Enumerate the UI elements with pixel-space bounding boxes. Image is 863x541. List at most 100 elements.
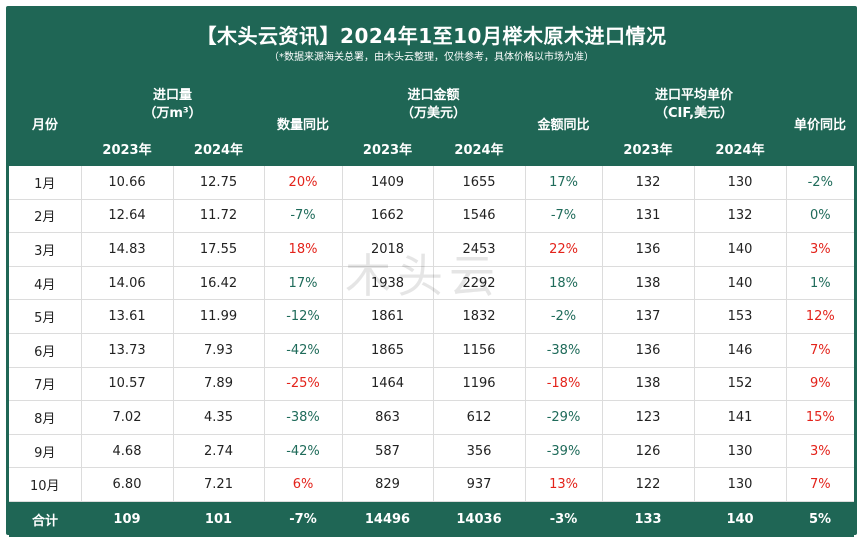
cell-amount-2024: 937	[433, 467, 526, 502]
cell-volume-2023: 14.06	[81, 266, 174, 301]
header-amount-yoy: 金额同比	[537, 117, 590, 133]
cell-volume-yoy: -38%	[264, 400, 343, 435]
cell-price-2023: 136	[602, 232, 695, 267]
cell-volume-2024: 7.89	[173, 367, 265, 402]
cell-price-yoy: 15%	[786, 400, 855, 435]
cell-price-2023: 122	[602, 467, 695, 502]
cell-price-yoy: 12%	[786, 299, 855, 334]
cell-price-2024: 152	[694, 367, 787, 402]
cell-amount-yoy: 13%	[525, 467, 603, 502]
cell-amount-yoy: -39%	[525, 434, 603, 469]
cell-amount-yoy: 22%	[525, 232, 603, 267]
cell-volume-2023: 13.73	[81, 333, 174, 368]
cell-amount-2023: 863	[342, 400, 434, 435]
cell-amount-yoy: -38%	[525, 333, 603, 368]
header-amount-2024: 2024年	[454, 142, 504, 158]
cell-amount-2023: 829	[342, 467, 434, 502]
table-row: 1月 10.66 12.75 20% 1409 1655 17% 132 130…	[9, 166, 855, 200]
cell-volume-2024: 7.21	[173, 467, 265, 502]
total-price-2024: 140	[694, 501, 787, 537]
header-price-title: 进口平均单价	[655, 88, 734, 103]
cell-volume-yoy: 18%	[264, 232, 343, 267]
total-amount-yoy: -3%	[525, 501, 603, 537]
header-volume-title: 进口量	[152, 88, 192, 103]
header-price-unit: （CIF,美元）	[654, 106, 734, 121]
cell-amount-2024: 1156	[433, 333, 526, 368]
cell-month: 10月	[9, 467, 82, 502]
cell-price-2024: 130	[694, 434, 787, 469]
cell-month: 1月	[9, 166, 82, 200]
cell-volume-2023: 6.80	[81, 467, 174, 502]
cell-volume-yoy: 6%	[264, 467, 343, 502]
table-body: 1月 10.66 12.75 20% 1409 1655 17% 132 130…	[9, 166, 855, 537]
total-row: 合计 109 101 -7% 14496 14036 -3% 133 140 5…	[9, 501, 855, 537]
table-row: 6月 13.73 7.93 -42% 1865 1156 -38% 136 14…	[9, 333, 855, 368]
cell-volume-2024: 11.72	[173, 199, 265, 234]
source-note: （*数据来源海关总署，由木头云整理，仅供参考，具体价格以市场为准）	[269, 52, 594, 63]
cell-price-2023: 132	[602, 166, 695, 200]
header-amount-title: 进口金额	[407, 88, 460, 103]
cell-amount-2024: 1546	[433, 199, 526, 234]
total-volume-2023: 109	[81, 501, 173, 537]
table-frame: 【木头云资讯】2024年1至10月榉木原木进口情况 （*数据来源海关总署，由木头…	[6, 6, 857, 537]
cell-volume-yoy: 17%	[264, 266, 343, 301]
cell-volume-2024: 2.74	[173, 434, 265, 469]
cell-amount-2023: 2018	[342, 232, 434, 267]
cell-volume-yoy: -42%	[264, 434, 343, 469]
cell-volume-2024: 4.35	[173, 400, 265, 435]
cell-volume-2023: 10.66	[81, 166, 174, 200]
header-amount-unit: （万美元）	[401, 106, 467, 121]
cell-volume-2024: 17.55	[173, 232, 265, 267]
cell-price-2024: 130	[694, 467, 787, 502]
cell-price-2023: 126	[602, 434, 695, 469]
cell-volume-2023: 7.02	[81, 400, 174, 435]
cell-amount-2024: 1655	[433, 166, 526, 200]
header-volume-unit: （万m³）	[143, 106, 202, 121]
cell-price-2024: 130	[694, 166, 787, 200]
cell-price-2023: 138	[602, 266, 695, 301]
cell-amount-2023: 1861	[342, 299, 434, 334]
total-price-yoy: 5%	[786, 501, 855, 537]
cell-amount-2023: 587	[342, 434, 434, 469]
cell-amount-2023: 1662	[342, 199, 434, 234]
header-price-2024: 2024年	[715, 142, 765, 158]
total-volume-yoy: -7%	[264, 501, 342, 537]
cell-amount-2024: 356	[433, 434, 526, 469]
cell-volume-2023: 12.64	[81, 199, 174, 234]
cell-month: 4月	[9, 266, 82, 301]
cell-price-yoy: 3%	[786, 232, 855, 267]
table-row: 3月 14.83 17.55 18% 2018 2453 22% 136 140…	[9, 232, 855, 267]
header-price-2023: 2023年	[623, 142, 673, 158]
cell-volume-2023: 10.57	[81, 367, 174, 402]
cell-price-yoy: 9%	[786, 367, 855, 402]
header-price-group: 进口平均单价 （CIF,美元）	[602, 80, 786, 130]
cell-price-2024: 140	[694, 266, 787, 301]
cell-month: 3月	[9, 232, 82, 267]
cell-price-2024: 146	[694, 333, 787, 368]
cell-volume-2023: 13.61	[81, 299, 174, 334]
cell-price-yoy: 7%	[786, 333, 855, 368]
cell-volume-2024: 7.93	[173, 333, 265, 368]
header-volume-group: 进口量 （万m³）	[81, 80, 264, 130]
cell-volume-2024: 11.99	[173, 299, 265, 334]
total-price-2023: 133	[602, 501, 695, 537]
cell-amount-2024: 1832	[433, 299, 526, 334]
cell-price-yoy: 1%	[786, 266, 855, 301]
cell-amount-2023: 1938	[342, 266, 434, 301]
table-row: 10月 6.80 7.21 6% 829 937 13% 122 130 7%	[9, 467, 855, 502]
cell-volume-yoy: -25%	[264, 367, 343, 402]
table-row: 5月 13.61 11.99 -12% 1861 1832 -2% 137 15…	[9, 299, 855, 334]
cell-price-2023: 138	[602, 367, 695, 402]
cell-amount-2024: 2453	[433, 232, 526, 267]
cell-month: 9月	[9, 434, 82, 469]
cell-amount-yoy: -29%	[525, 400, 603, 435]
cell-price-2024: 140	[694, 232, 787, 267]
cell-price-2024: 132	[694, 199, 787, 234]
cell-volume-yoy: 20%	[264, 166, 343, 200]
cell-volume-2023: 4.68	[81, 434, 174, 469]
cell-amount-yoy: 18%	[525, 266, 603, 301]
page-title: 【木头云资讯】2024年1至10月榉木原木进口情况	[196, 24, 667, 48]
table-row: 4月 14.06 16.42 17% 1938 2292 18% 138 140…	[9, 266, 855, 301]
table-row: 2月 12.64 11.72 -7% 1662 1546 -7% 131 132…	[9, 199, 855, 234]
table-row: 8月 7.02 4.35 -38% 863 612 -29% 123 141 1…	[9, 400, 855, 435]
